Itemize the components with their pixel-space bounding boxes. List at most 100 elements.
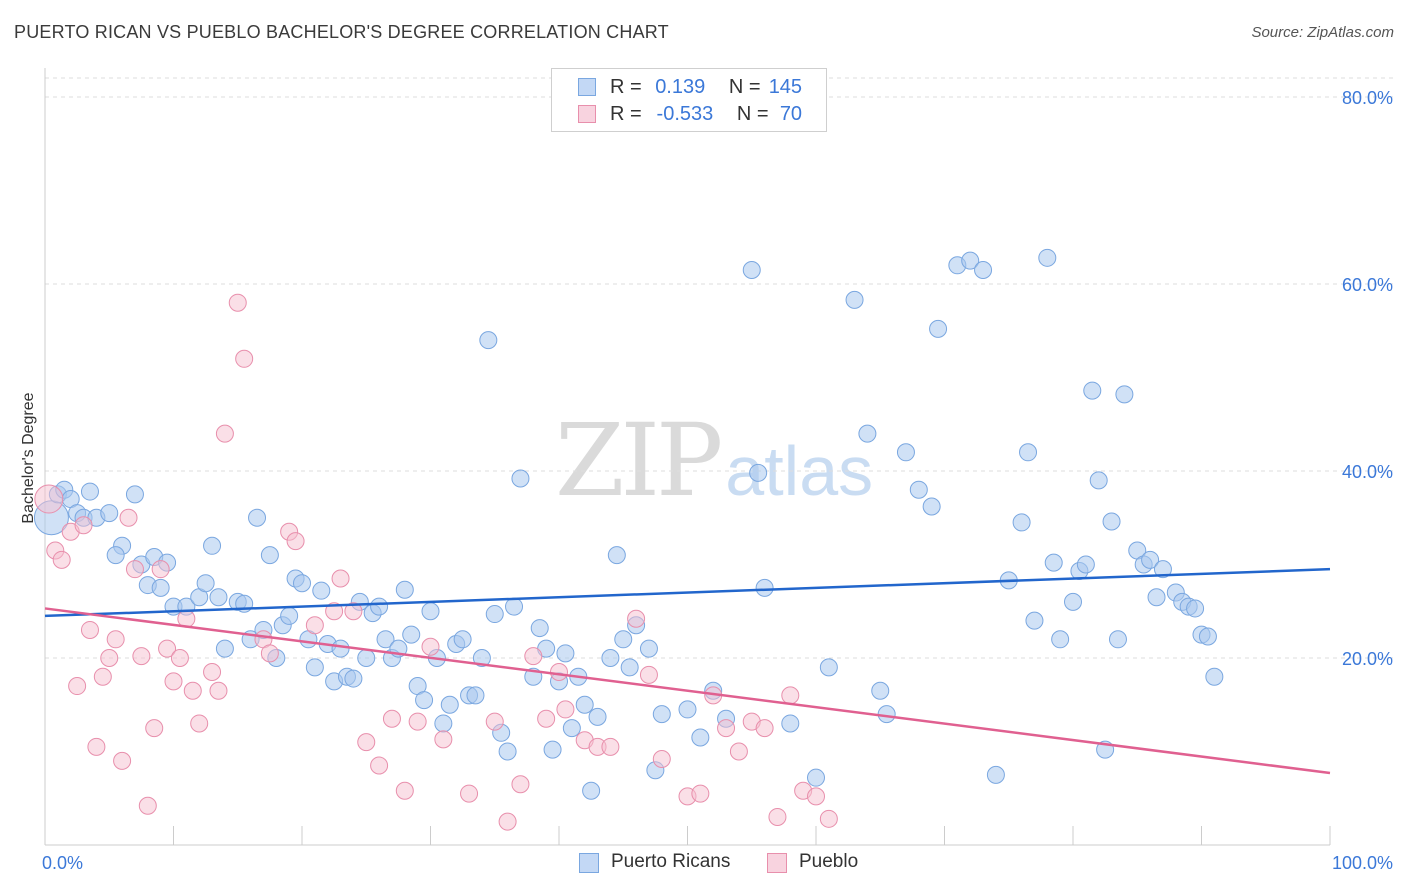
pueblo-point [537, 709, 556, 728]
axis-labels: 20.0% 40.0% 60.0% 80.0% 0.0% 100.0% Bachelor's… [20, 88, 1393, 873]
puerto-ricans-point [376, 630, 395, 649]
puerto-ricans-point [485, 605, 504, 624]
pueblo-point [485, 712, 504, 731]
pueblo-point [138, 796, 157, 815]
puerto-ricans-point [479, 331, 498, 350]
puerto-ricans-point [415, 691, 434, 710]
pueblo-point [331, 569, 350, 588]
puerto-ricans-point [421, 602, 440, 621]
pueblo-point [68, 677, 87, 696]
source-label: Source: ZipAtlas.com [1251, 24, 1394, 41]
puerto-ricans-point [1141, 550, 1160, 569]
pueblo-point [106, 630, 125, 649]
pueblo-point [395, 781, 414, 800]
pueblo-point [132, 647, 151, 666]
puerto-ricans-point [1186, 599, 1205, 618]
puerto-ricans-point [614, 630, 633, 649]
puerto-ricans-point [556, 644, 575, 663]
puerto-ricans-point [440, 695, 459, 714]
puerto-ricans-point [620, 658, 639, 677]
puerto-ricans-point [248, 508, 267, 527]
pueblo-point [691, 784, 710, 803]
puerto-ricans-point [896, 443, 915, 462]
puerto-ricans-point [582, 781, 601, 800]
pueblo-point [498, 812, 517, 831]
puerto-ricans-point [1064, 592, 1082, 611]
pueblo-point [145, 719, 164, 738]
y-axis-label: Bachelor's Degree [20, 392, 37, 523]
legend-r-label: R = [610, 103, 642, 125]
pueblo-point [190, 714, 209, 733]
puerto-ricans-point [1025, 611, 1044, 630]
pueblo-point [639, 665, 658, 684]
puerto-ricans-point [562, 719, 581, 738]
puerto-ricans-point [106, 546, 125, 565]
pueblo-point [370, 756, 389, 775]
puerto-ricans-point [1089, 471, 1108, 490]
puerto-ricans-point [395, 580, 414, 599]
puerto-ricans-point [575, 695, 594, 714]
puerto-ricans-point [601, 649, 620, 667]
watermark-zip: ZIP [555, 402, 723, 519]
legend-r-value: 0.139 [655, 76, 706, 98]
puerto-ricans-point [209, 588, 228, 607]
puerto-ricans-point [1083, 381, 1102, 400]
puerto-ricans-point [1198, 627, 1217, 646]
puerto-ricans-point [678, 700, 697, 719]
pueblo-point [717, 719, 736, 738]
puerto-ricans-point [543, 740, 562, 759]
puerto-ricans-point [845, 290, 864, 309]
pueblo-point [357, 733, 376, 752]
puerto-ricans-point [1038, 248, 1057, 267]
puerto-ricans-point [312, 581, 331, 600]
puerto-ricans-point [344, 669, 363, 688]
bottom-legend-label: Pueblo [799, 851, 859, 872]
series-pueblo-points [34, 293, 838, 831]
puerto-ricans-point [639, 639, 658, 658]
pueblo-point [93, 667, 112, 686]
pueblo-point [652, 749, 671, 768]
puerto-ricans-point [1205, 667, 1224, 686]
grid-lines [45, 77, 1395, 659]
pueblo-point [460, 784, 479, 803]
puerto-ricans-point [1108, 630, 1127, 649]
puerto-ricans-point [781, 714, 800, 733]
pueblo-point [74, 516, 93, 535]
legend-n-label: N = [728, 76, 761, 98]
pueblo-point [80, 620, 99, 639]
puerto-ricans-point [974, 260, 993, 279]
pueblo-point [100, 649, 119, 667]
bottom-legend-swatch-blue [579, 853, 599, 873]
pueblo-point [113, 751, 132, 770]
puerto-ricans-point [742, 260, 761, 279]
puerto-ricans-point [466, 686, 485, 705]
puerto-ricans-point [1153, 560, 1172, 579]
pueblo-point [209, 681, 228, 700]
pueblo-trend-line [44, 607, 1331, 775]
pueblo-point [807, 787, 825, 806]
pueblo-point [382, 709, 401, 728]
pueblo-point [421, 637, 440, 656]
y-tick-label: 40.0% [1342, 462, 1393, 482]
puerto-ricans-point [505, 597, 524, 616]
puerto-ricans-point [1019, 443, 1038, 462]
y-tick-label: 80.0% [1342, 88, 1393, 108]
puerto-ricans-point [1115, 385, 1134, 404]
puerto-ricans-point [749, 463, 768, 482]
puerto-ricans-point [922, 497, 941, 516]
puerto-ricans-point [280, 606, 299, 625]
puerto-ricans-point [215, 639, 234, 658]
puerto-ricans-point [151, 578, 170, 597]
puerto-ricans-point [80, 482, 99, 501]
y-tick-label: 20.0% [1342, 649, 1393, 669]
x-tick-label-max: 100.0% [1332, 853, 1393, 873]
puerto-ricans-point [877, 705, 896, 724]
pueblo-point [627, 609, 646, 628]
puerto-ricans-point [293, 574, 311, 593]
pueblo-point [228, 293, 247, 312]
pueblo-point [34, 484, 64, 514]
trend-lines [44, 567, 1331, 775]
pueblo-point [203, 663, 222, 682]
pueblo-point [119, 508, 138, 527]
puerto-ricans-point [203, 536, 222, 555]
